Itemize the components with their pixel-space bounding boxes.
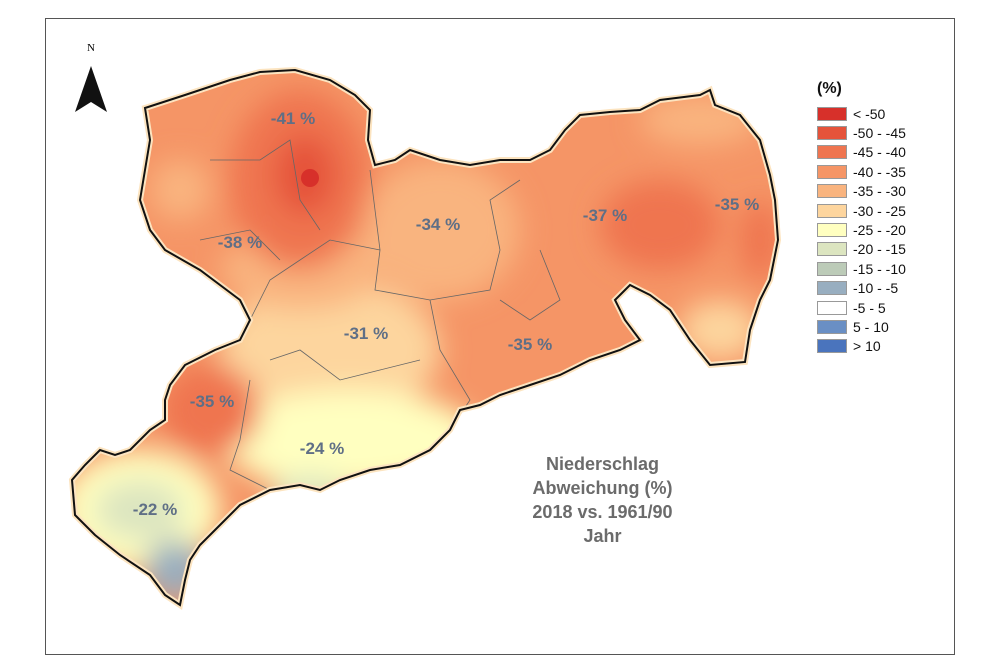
north-label: N [87, 42, 95, 54]
legend-swatch [817, 319, 847, 334]
legend-title: (%) [817, 80, 842, 97]
title-line: Niederschlag [545, 454, 660, 474]
legend-swatch [817, 106, 847, 121]
legend-label: -30 - -25 [853, 202, 906, 219]
legend-swatch [817, 261, 847, 276]
region-label: -31 % [344, 324, 388, 343]
legend-swatch [817, 203, 847, 218]
legend-item: -20 - -15 [817, 240, 906, 259]
legend-label: -15 - -10 [853, 260, 906, 277]
legend-swatch [817, 164, 847, 179]
legend-swatch [817, 223, 847, 238]
legend-item: -30 - -25 [817, 201, 906, 220]
region-label: -41 % [271, 109, 315, 128]
legend-item: -45 - -40 [817, 143, 906, 162]
legend: (%) < -50 -50 - -45 -45 - -40 -40 - -35 -35 … [817, 80, 906, 356]
title-line: Jahr [583, 526, 622, 546]
region-label: -38 % [218, 233, 262, 252]
legend-label: -20 - -15 [853, 241, 906, 258]
legend-item: 5 - 10 [817, 317, 906, 336]
legend-swatch [817, 339, 847, 354]
legend-item: -5 - 5 [817, 298, 906, 317]
region-label: -35 % [715, 195, 759, 214]
legend-label: < -50 [853, 105, 886, 122]
legend-label: -50 - -45 [853, 125, 906, 142]
title-line: 2018 vs. 1961/90 [532, 502, 673, 522]
legend-label: -5 - 5 [853, 299, 886, 316]
legend-swatch [817, 242, 847, 257]
legend-label: 5 - 10 [853, 318, 889, 335]
legend-item: -15 - -10 [817, 259, 906, 278]
legend-item: > 10 [817, 337, 906, 356]
region-label: -35 % [508, 335, 552, 354]
legend-swatch [817, 126, 847, 141]
legend-label: > 10 [853, 338, 881, 355]
map-frame [45, 18, 955, 655]
legend-item: -25 - -20 [817, 220, 906, 239]
region-label: -24 % [300, 439, 344, 458]
north-arrow-icon [75, 66, 107, 112]
legend-item: < -50 [817, 104, 906, 123]
legend-label: -40 - -35 [853, 163, 906, 180]
legend-item: -35 - -30 [817, 182, 906, 201]
legend-item: -50 - -45 [817, 123, 906, 142]
legend-label: -35 - -30 [853, 183, 906, 200]
legend-swatch [817, 300, 847, 315]
legend-item: -10 - -5 [817, 279, 906, 298]
legend-swatch [817, 184, 847, 199]
region-label: -34 % [416, 215, 460, 234]
minimum-spot [301, 169, 319, 187]
region-label: -37 % [583, 206, 627, 225]
legend-label: -25 - -20 [853, 222, 906, 239]
map-title: Niederschlag Abweichung (%) 2018 vs. 196… [500, 452, 705, 548]
legend-item: -40 - -35 [817, 162, 906, 181]
legend-swatch [817, 281, 847, 296]
legend-swatch [817, 145, 847, 160]
title-line: Abweichung (%) [532, 478, 673, 498]
legend-label: -45 - -40 [853, 144, 906, 161]
legend-label: -10 - -5 [853, 280, 899, 297]
region-label: -22 % [133, 500, 177, 519]
region-label: -35 % [190, 392, 234, 411]
